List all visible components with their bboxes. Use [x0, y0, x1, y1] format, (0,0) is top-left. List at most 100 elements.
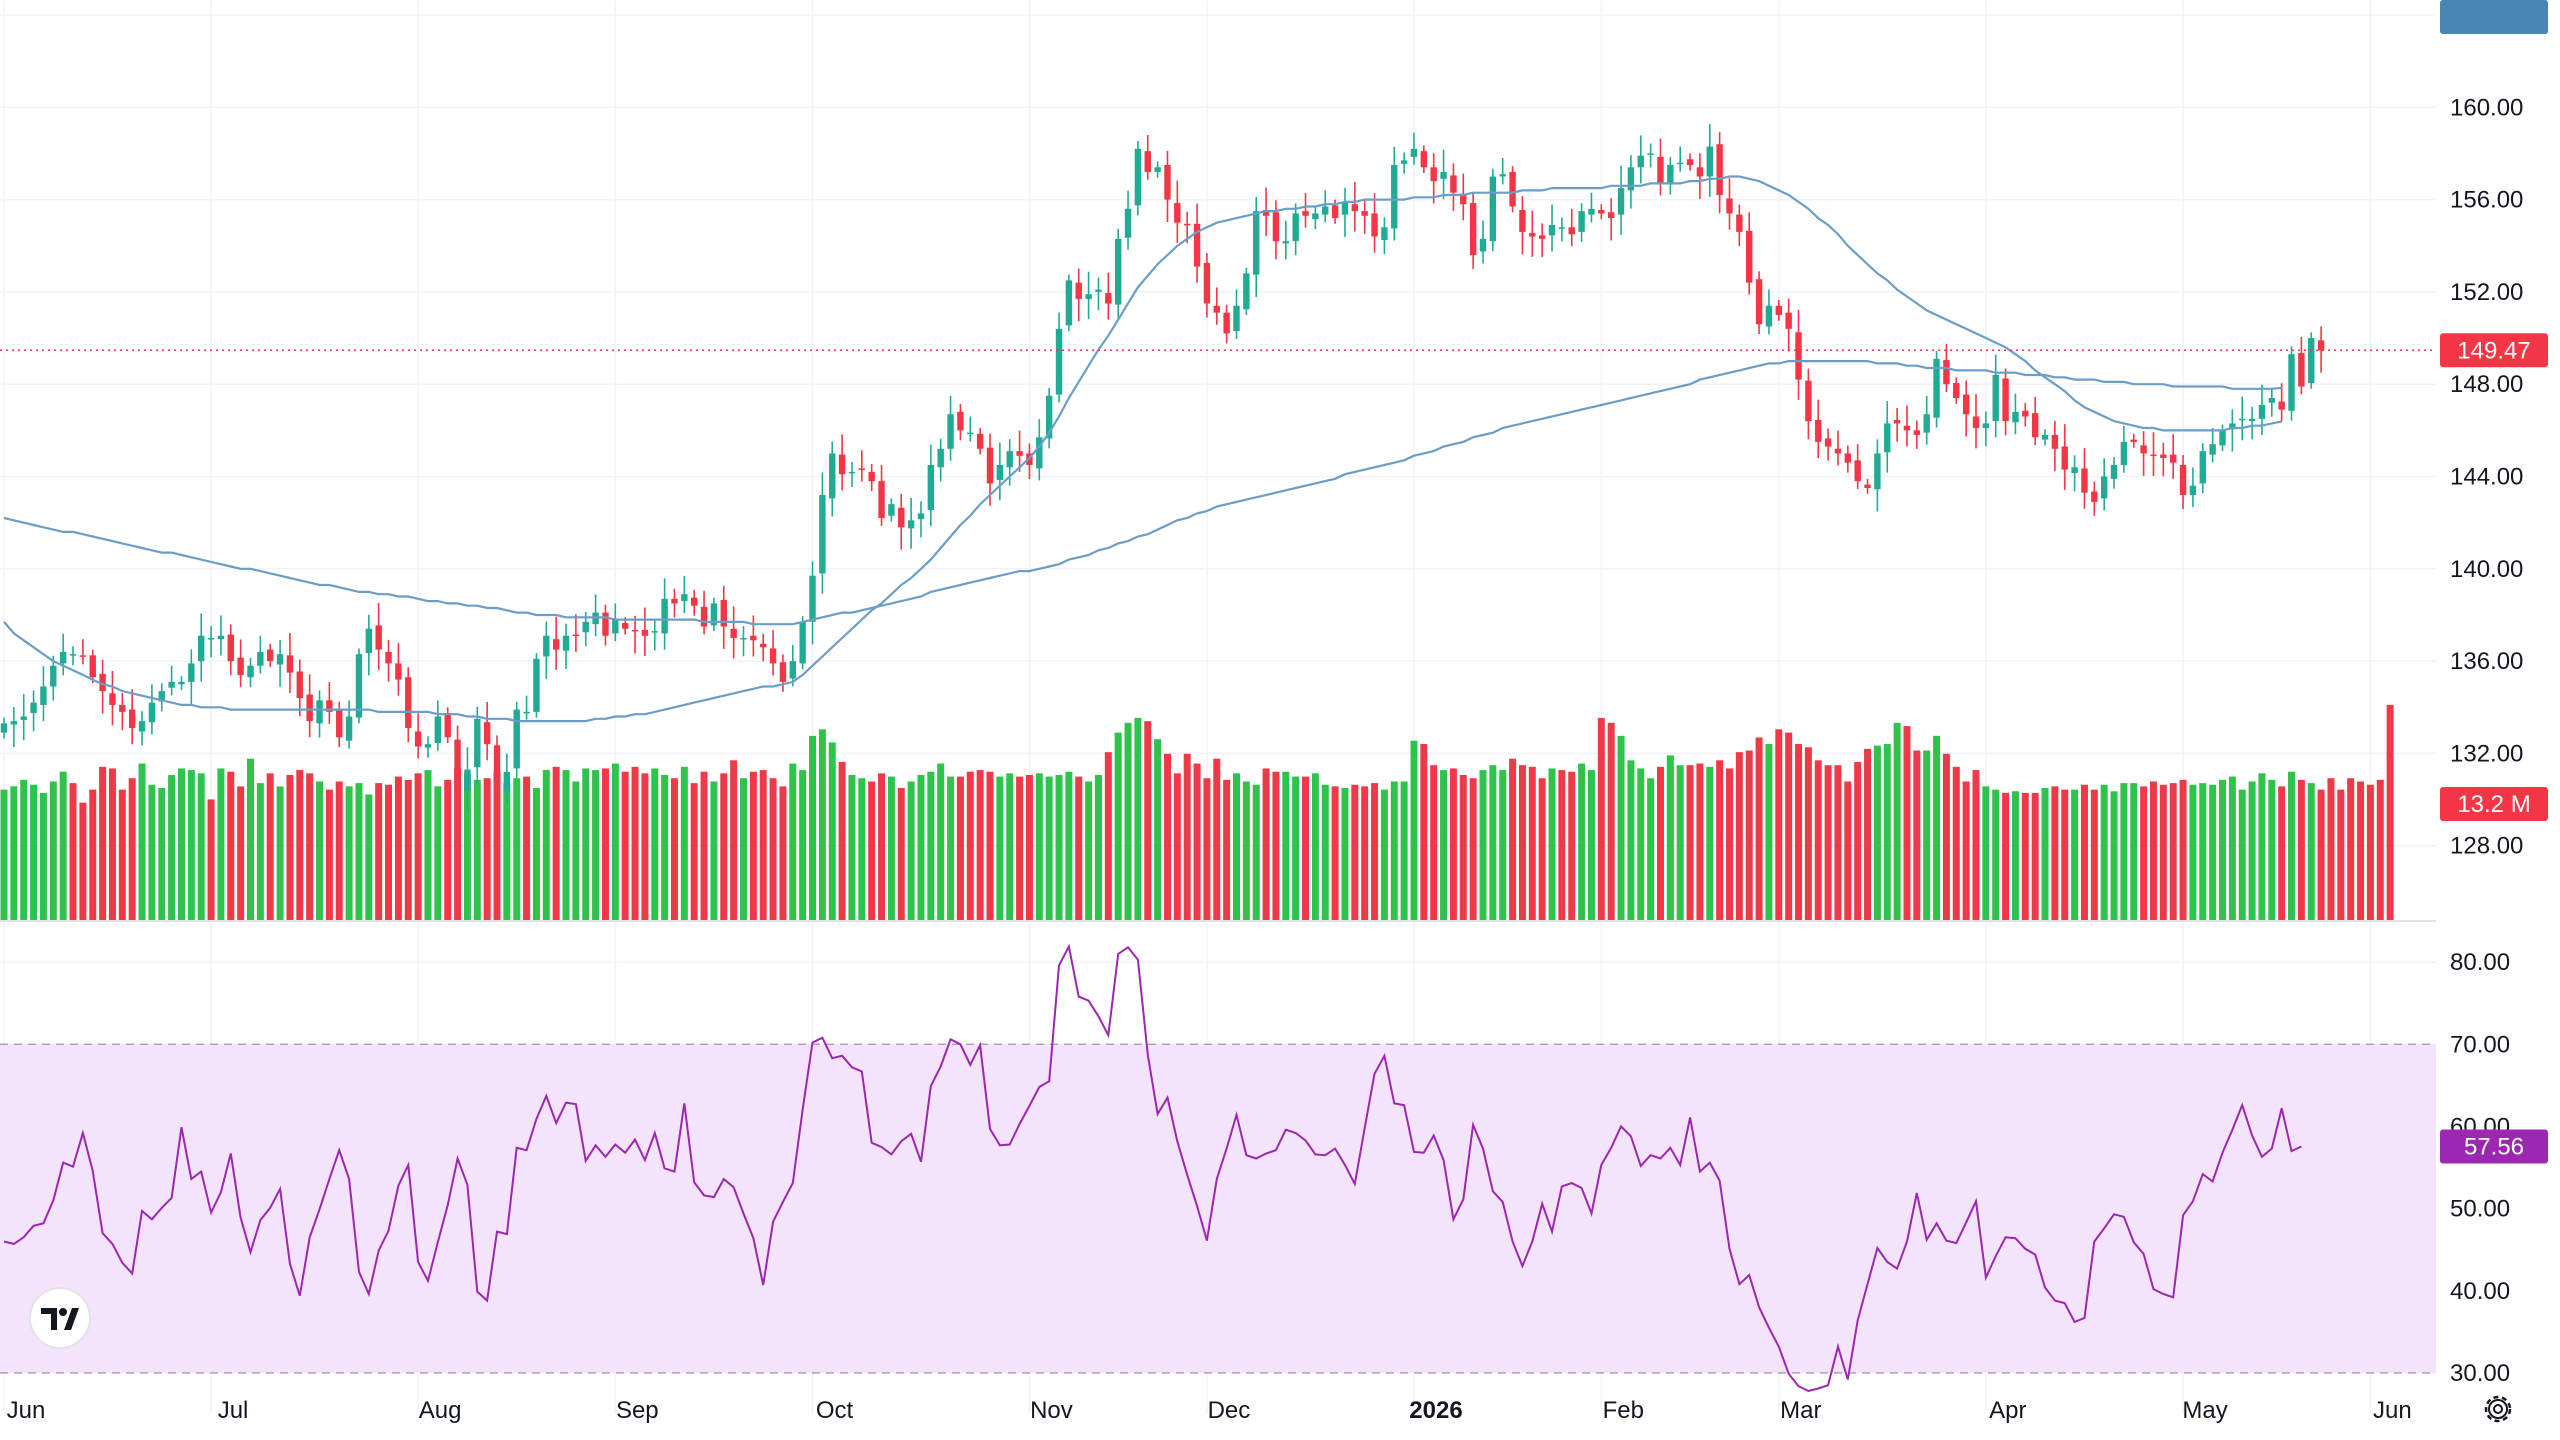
candle-body	[454, 739, 461, 791]
candle	[641, 607, 649, 657]
candle-body	[1943, 359, 1950, 385]
candle-body	[947, 414, 954, 449]
candle-body	[2071, 467, 2078, 474]
volume-bar	[2140, 786, 2148, 920]
volume-bar	[1183, 753, 1191, 920]
candle	[1016, 430, 1023, 472]
candle-body	[671, 598, 678, 604]
tradingview-logo-icon[interactable]	[29, 1287, 91, 1349]
candle	[1953, 377, 1960, 404]
candle	[10, 707, 18, 747]
volume-bar	[20, 779, 28, 920]
candle	[523, 695, 530, 720]
candle	[1341, 187, 1349, 237]
volume-bar	[986, 771, 994, 920]
volume-bar	[1844, 781, 1852, 920]
candle	[1933, 350, 1940, 428]
candle-body	[996, 464, 1004, 480]
candle-body	[2317, 340, 2325, 351]
candle-body	[1055, 328, 1063, 395]
candle-body	[1844, 453, 1852, 463]
candle	[2081, 448, 2088, 509]
candle-body	[2298, 353, 2305, 387]
volume-bar	[365, 794, 373, 920]
candle	[631, 615, 639, 654]
candle-body	[50, 665, 57, 687]
time-tick-label: Apr	[1989, 1397, 2026, 1424]
candle	[1677, 146, 1684, 172]
volume-bar	[1321, 784, 1329, 920]
volume-bar	[2061, 789, 2069, 920]
volume-bar	[1459, 774, 1467, 920]
candle	[1144, 134, 1151, 180]
volume-bar	[503, 783, 511, 920]
volume-bar	[878, 773, 886, 920]
candle	[257, 635, 264, 674]
candle-body	[631, 629, 639, 632]
volume-bar	[177, 768, 185, 920]
volume-bar	[897, 788, 905, 920]
rsi-tick-label: 40.00	[2450, 1278, 2510, 1305]
candle	[730, 606, 737, 659]
candle-body	[2229, 423, 2236, 430]
volume-bar	[296, 770, 304, 920]
volume-bar	[375, 783, 383, 920]
candle-body	[1253, 211, 1260, 275]
candle-body	[1607, 212, 1615, 219]
candle	[1095, 277, 1102, 311]
candle	[779, 654, 787, 692]
candle	[1164, 150, 1171, 222]
candle	[838, 434, 846, 491]
candle	[1992, 354, 1999, 438]
candle	[237, 639, 244, 687]
candle	[1667, 157, 1674, 195]
candle	[1124, 190, 1132, 250]
volume-bar	[2021, 792, 2029, 920]
candle-body	[1134, 148, 1142, 206]
volume-bar	[1016, 776, 1024, 920]
candle	[2308, 332, 2315, 389]
volume-bar	[838, 761, 846, 920]
volume-bar	[2189, 784, 2197, 920]
candle	[1617, 165, 1625, 235]
volume-bar	[661, 774, 669, 920]
candle-body	[1824, 438, 1832, 447]
volume-bar	[1755, 737, 1763, 920]
candle-body	[1469, 203, 1477, 255]
candle-body	[2022, 410, 2029, 417]
gear-icon[interactable]	[2484, 1395, 2512, 1423]
volume-bar	[197, 773, 205, 920]
candle	[562, 623, 570, 669]
volume-bar	[621, 771, 629, 920]
candle	[1834, 430, 1842, 466]
volume-bar	[868, 781, 876, 920]
candle-body	[99, 673, 106, 692]
candle	[750, 615, 757, 657]
candle-body	[2140, 445, 2147, 454]
candle	[355, 648, 363, 724]
volume-bar	[99, 766, 107, 920]
candle-body	[1006, 451, 1013, 468]
time-axis[interactable]: Jun Jul Aug Sep Oct Nov Dec 2026 Feb Mar Apr May Jun	[7, 1397, 2412, 1424]
volume-bar	[848, 774, 856, 920]
volume-bar	[1006, 773, 1014, 920]
volume-bar	[1893, 722, 1901, 920]
volume-bar	[1509, 758, 1517, 920]
volume-bar	[2051, 786, 2059, 920]
candlesticks[interactable]	[0, 124, 2325, 813]
candle-body	[602, 612, 609, 636]
candle	[138, 711, 146, 746]
volume-bar	[1390, 781, 1398, 920]
candle-body	[1617, 188, 1625, 215]
volume-bar	[1696, 763, 1704, 920]
candle	[1430, 153, 1437, 204]
candle	[1893, 407, 1901, 442]
candle	[2219, 424, 2226, 452]
candle-body	[1686, 159, 1694, 165]
candle	[1607, 198, 1615, 241]
rsi-tick-label: 30.00	[2450, 1360, 2510, 1387]
candle-body	[109, 693, 116, 705]
candle-body	[2199, 451, 2206, 484]
candle-body	[1805, 380, 1812, 422]
